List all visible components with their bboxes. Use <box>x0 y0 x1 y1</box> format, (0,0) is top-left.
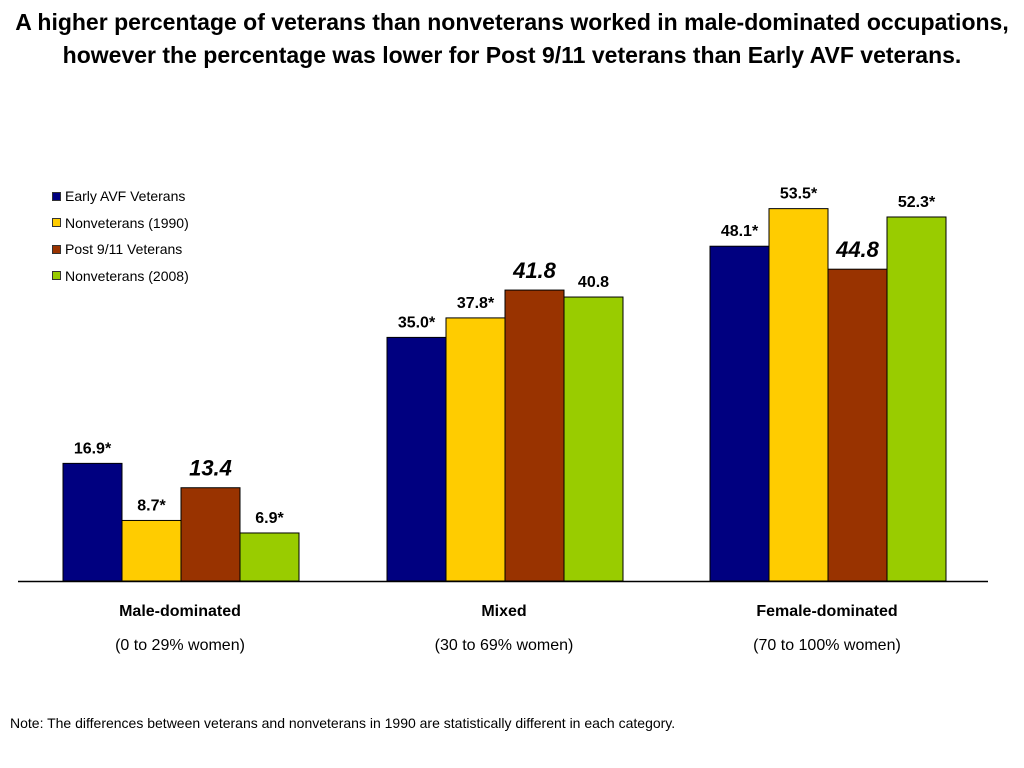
data-label: 13.4 <box>189 456 232 481</box>
bar-male-dominated-series-1 <box>121 519 182 582</box>
legend-item-nonveterans-1990: Nonveterans (1990) <box>52 210 189 237</box>
bars-layer <box>62 208 947 582</box>
data-label: 16.9* <box>74 440 112 457</box>
legend-label: Early AVF Veterans <box>65 188 186 205</box>
data-label: 52.3* <box>898 194 936 211</box>
legend-item-nonveterans-2008: Nonveterans (2008) <box>52 263 189 290</box>
bar-male-dominated-series-3 <box>239 532 300 582</box>
legend-swatch <box>52 191 61 201</box>
legend-swatch <box>52 218 61 228</box>
legend-label: Nonveterans (1990) <box>65 214 189 231</box>
bar-female-dominated-series-3 <box>886 216 947 582</box>
legend-swatch <box>52 244 61 254</box>
bar-female-dominated-series-1 <box>768 208 829 582</box>
category-subtitle-mixed: (30 to 69% women) <box>434 637 574 654</box>
value-labels-layer: 16.9* 8.7* 13.4 6.9* 35.0* 37.8* 41.8 40.8 48.1*… <box>74 186 936 527</box>
data-label: 35.0* <box>398 314 436 331</box>
data-label: 53.5* <box>780 186 818 203</box>
bar-male-dominated-series-0 <box>62 462 123 582</box>
bar-female-dominated-series-2 <box>827 268 888 582</box>
legend-label: Post 9/11 Veterans <box>65 241 183 258</box>
data-label: 44.8 <box>835 237 880 262</box>
legend: Early AVF Veterans Nonveterans (1990) Po… <box>52 183 189 289</box>
data-label: 41.8 <box>512 258 557 283</box>
bar-male-dominated-series-2 <box>180 487 241 582</box>
data-label: 37.8* <box>457 295 495 312</box>
footnote: Note: The differences between veterans a… <box>10 715 676 731</box>
bar-mixed-series-2 <box>504 289 565 582</box>
category-label-mixed: Mixed <box>481 603 527 620</box>
data-label: 8.7* <box>137 497 166 514</box>
data-label: 40.8 <box>578 274 609 291</box>
data-label: 48.1* <box>721 223 759 240</box>
category-label-female-dominated: Female-dominated <box>756 603 898 620</box>
category-subtitle-male-dominated: (0 to 29% women) <box>115 637 245 654</box>
bar-mixed-series-3 <box>563 296 624 582</box>
legend-item-early-avf: Early AVF Veterans <box>52 183 189 210</box>
data-label: 6.9* <box>255 510 284 527</box>
chart-title: A higher percentage of veterans than non… <box>15 9 1009 68</box>
legend-label: Nonveterans (2008) <box>65 267 189 284</box>
legend-swatch <box>52 271 61 281</box>
bar-female-dominated-series-0 <box>709 245 770 582</box>
bar-mixed-series-1 <box>445 317 506 582</box>
category-subtitle-female-dominated: (70 to 100% women) <box>753 637 901 654</box>
legend-item-post-911: Post 9/11 Veterans <box>52 236 189 263</box>
category-label-male-dominated: Male-dominated <box>119 603 241 620</box>
bar-mixed-series-0 <box>386 336 447 582</box>
